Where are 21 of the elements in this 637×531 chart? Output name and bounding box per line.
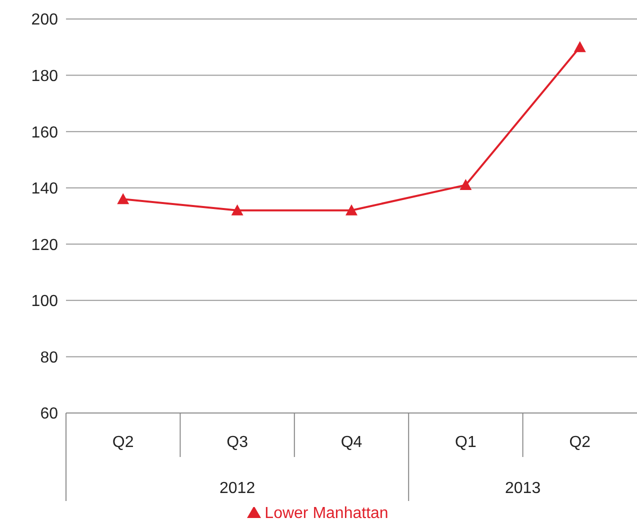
y-tick-label: 80 <box>40 349 58 366</box>
text: 2012 <box>220 480 256 497</box>
x-tick-label: Q1 <box>455 434 476 451</box>
x-tick-label: Q3 <box>226 434 248 451</box>
y-tick-label: 60 <box>40 406 58 423</box>
point <box>117 193 130 204</box>
y-tick-label: 160 <box>31 124 58 142</box>
point <box>574 41 586 52</box>
x-tick-label: Q2 <box>569 434 591 451</box>
point <box>346 204 358 216</box>
x-tick-label: Q2 <box>112 434 134 451</box>
y-tick-label: 120 <box>31 236 58 254</box>
legend-label: Lower Manhattan <box>264 505 388 522</box>
point <box>460 179 472 190</box>
text: 2013 <box>505 480 541 497</box>
y-tick-label: 100 <box>31 293 58 310</box>
y-tick-label: 200 <box>31 12 58 29</box>
y-tick-label: 140 <box>31 180 58 198</box>
point <box>231 204 244 216</box>
x-tick-label: Q4 <box>340 434 362 451</box>
y-tick-label: 180 <box>31 68 58 85</box>
